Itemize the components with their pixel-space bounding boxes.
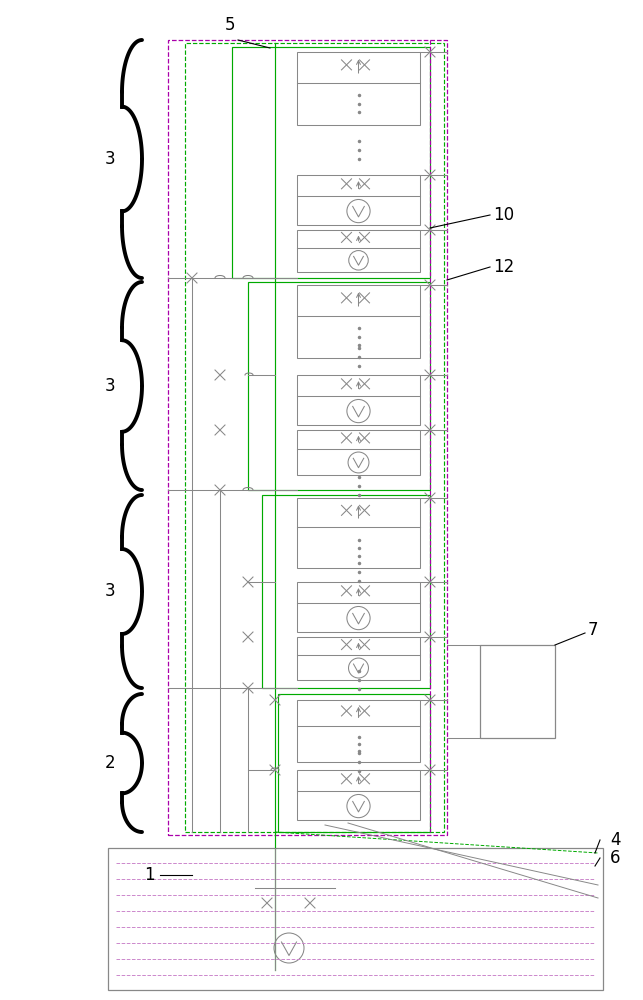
Bar bbox=[297, 230, 420, 272]
Bar bbox=[185, 43, 444, 832]
Bar bbox=[297, 770, 420, 820]
Bar bbox=[248, 282, 430, 490]
Text: 12: 12 bbox=[493, 258, 514, 276]
Bar bbox=[297, 375, 420, 425]
Bar bbox=[232, 47, 430, 278]
Bar bbox=[108, 848, 603, 990]
Bar bbox=[262, 495, 430, 688]
Bar bbox=[297, 285, 420, 358]
Bar bbox=[168, 40, 447, 835]
Bar bbox=[297, 637, 420, 680]
Text: 1: 1 bbox=[145, 866, 155, 884]
Bar bbox=[278, 694, 430, 832]
Text: 5: 5 bbox=[225, 16, 235, 34]
Text: 2: 2 bbox=[105, 754, 115, 772]
Bar bbox=[480, 645, 555, 738]
Text: 3: 3 bbox=[105, 377, 115, 395]
Text: 6: 6 bbox=[610, 849, 620, 867]
Bar bbox=[297, 430, 420, 475]
Text: 3: 3 bbox=[105, 150, 115, 168]
Bar bbox=[297, 175, 420, 225]
Bar bbox=[297, 52, 420, 125]
Text: 10: 10 bbox=[493, 206, 514, 224]
Text: 3: 3 bbox=[105, 582, 115, 600]
Text: 4: 4 bbox=[610, 831, 620, 849]
Bar bbox=[297, 582, 420, 632]
Bar bbox=[297, 498, 420, 568]
Text: 7: 7 bbox=[588, 621, 599, 639]
Bar bbox=[297, 700, 420, 762]
